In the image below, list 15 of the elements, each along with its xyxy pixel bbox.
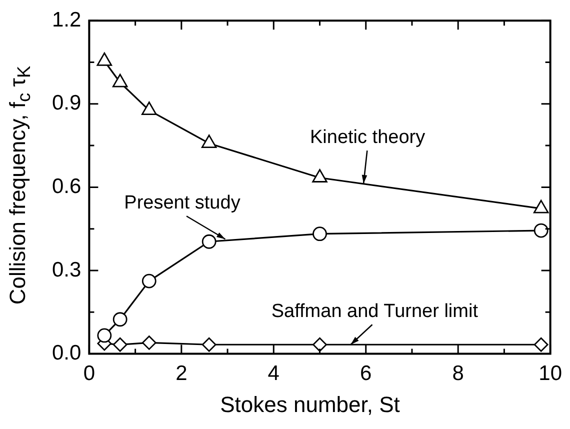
y-tick-label: 0.3: [52, 258, 82, 282]
y-tick-label: 0.9: [52, 92, 82, 115]
x-tick-label: 4: [268, 362, 280, 386]
y-tick-label: 1.2: [52, 8, 82, 32]
annotation: Present study: [124, 192, 241, 214]
x-tick-label: 6: [360, 362, 372, 386]
x-axis-title: Stokes number, St: [219, 392, 401, 418]
annotation: Kinetic theory: [310, 126, 426, 148]
x-tick-label: 8: [452, 362, 464, 386]
y-tick-label: 0.6: [52, 174, 82, 198]
x-tick-label: 10: [538, 362, 562, 386]
annotation: Saffman and Turner limit: [271, 300, 479, 322]
x-tick-label: 0: [83, 362, 96, 386]
y-tick-label: 0.0: [52, 342, 82, 365]
x-tick-label: 2: [176, 362, 188, 386]
